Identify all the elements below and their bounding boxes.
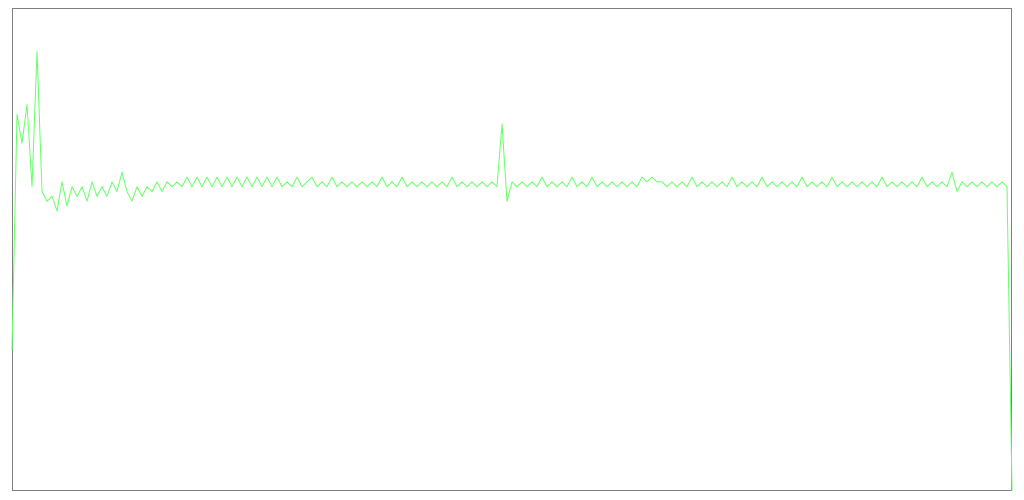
- series-line-0: [11, 50, 1013, 492]
- chart-frame: [12, 8, 1012, 491]
- series-layer: [11, 50, 1013, 492]
